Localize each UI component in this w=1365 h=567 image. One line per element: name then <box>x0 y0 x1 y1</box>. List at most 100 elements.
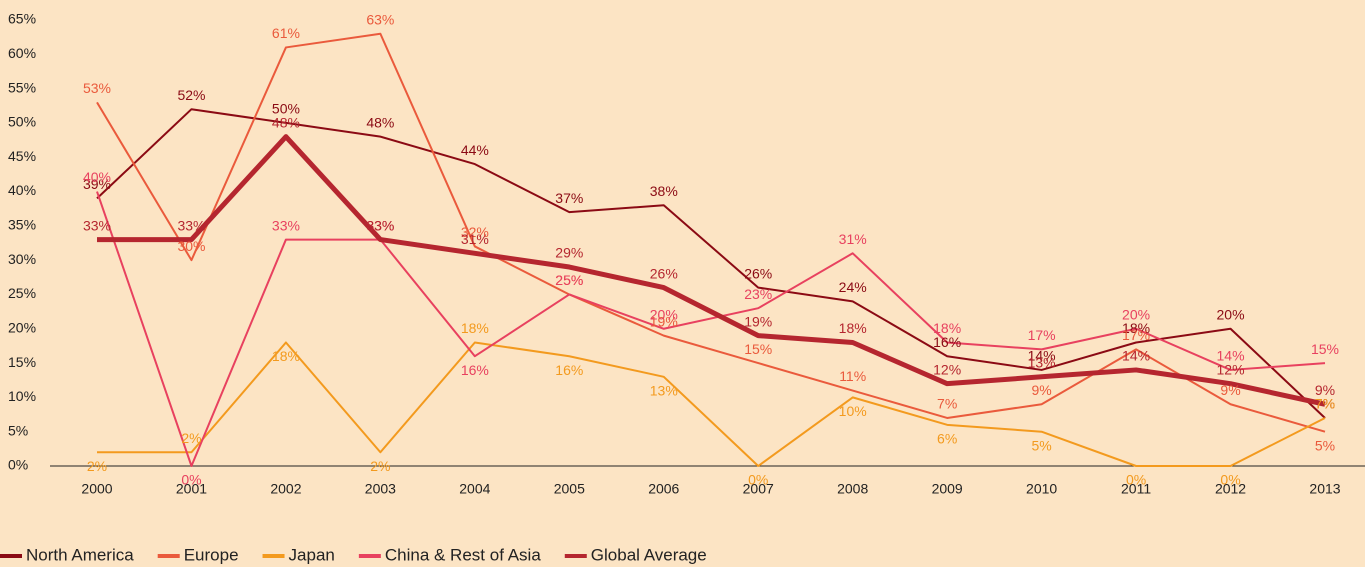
data-label: 16% <box>555 362 583 378</box>
data-label: 20% <box>1217 306 1245 322</box>
x-tick-label: 2010 <box>1026 481 1057 497</box>
x-tick-label: 2000 <box>81 481 112 497</box>
data-label: 33% <box>366 217 394 233</box>
data-label: 7% <box>1315 396 1335 412</box>
data-label: 24% <box>839 279 867 295</box>
legend-swatch <box>262 554 285 558</box>
data-label: 63% <box>366 11 394 27</box>
data-label: 40% <box>83 169 111 185</box>
x-tick-label: 2008 <box>837 481 868 497</box>
series-line <box>96 191 1326 467</box>
data-label: 31% <box>461 231 489 247</box>
data-label: 18% <box>272 348 300 364</box>
data-label: 5% <box>1315 437 1335 453</box>
data-label: 25% <box>555 272 583 288</box>
x-tick-label: 2004 <box>459 481 490 497</box>
data-label: 14% <box>1028 348 1056 364</box>
data-label: 25% <box>555 272 583 288</box>
data-label: 20% <box>1122 306 1150 322</box>
x-tick-label: 2012 <box>1215 481 1246 497</box>
data-label: 0% <box>748 472 768 488</box>
data-label: 19% <box>744 313 772 329</box>
data-label: 15% <box>1311 341 1339 357</box>
y-tick-label: 5% <box>8 422 28 438</box>
series-line <box>97 134 1326 407</box>
data-label: 19% <box>650 313 678 329</box>
legend-label: Global Average <box>591 545 707 564</box>
data-label: 0% <box>1126 472 1146 488</box>
data-label: 14% <box>1217 348 1245 364</box>
legend-label: Europe <box>184 545 239 564</box>
data-label: 0% <box>181 472 201 488</box>
y-tick-label: 10% <box>8 388 36 404</box>
y-tick-label: 55% <box>8 79 36 95</box>
data-label: 17% <box>1028 327 1056 343</box>
legend-swatch <box>157 554 180 558</box>
series-line <box>96 108 1326 419</box>
y-tick-label: 20% <box>8 319 36 335</box>
data-label: 52% <box>177 87 205 103</box>
data-label: 7% <box>937 396 957 412</box>
legend-swatch <box>358 554 381 558</box>
y-tick-label: 60% <box>8 45 36 61</box>
legend-label: China & Rest of Asia <box>385 545 541 564</box>
data-label: 2% <box>87 458 107 474</box>
data-label: 61% <box>272 25 300 41</box>
x-tick-label: 2006 <box>648 481 679 497</box>
data-label: 16% <box>933 334 961 350</box>
data-label: 18% <box>839 320 867 336</box>
legend-swatch <box>564 554 587 558</box>
series-line <box>96 32 1326 433</box>
y-tick-label: 50% <box>8 114 36 130</box>
data-label: 26% <box>650 265 678 281</box>
data-label: 0% <box>1220 472 1240 488</box>
y-tick-label: 30% <box>8 251 36 267</box>
data-label: 33% <box>272 217 300 233</box>
data-label: 18% <box>1122 320 1150 336</box>
data-label: 48% <box>272 114 300 130</box>
data-label: 37% <box>555 190 583 206</box>
data-label: 48% <box>366 114 394 130</box>
x-tick-label: 2009 <box>932 481 963 497</box>
x-tick-label: 2007 <box>743 481 774 497</box>
data-label: 29% <box>555 245 583 261</box>
data-label: 14% <box>1122 348 1150 364</box>
series-line <box>97 341 1326 467</box>
x-tick-label: 2011 <box>1121 481 1151 497</box>
data-label: 33% <box>83 217 111 233</box>
data-label: 18% <box>933 320 961 336</box>
data-label: 33% <box>366 217 394 233</box>
x-tick-label: 2003 <box>365 481 396 497</box>
data-label: 31% <box>839 231 867 247</box>
data-label: 11% <box>839 368 866 384</box>
data-label: 12% <box>1217 361 1245 377</box>
data-label: 5% <box>1031 437 1051 453</box>
y-tick-label: 45% <box>8 148 36 164</box>
data-label: 33% <box>177 217 205 233</box>
data-label: 13% <box>1028 355 1056 371</box>
data-label: 32% <box>461 224 489 240</box>
data-label: 26% <box>744 265 772 281</box>
data-label: 16% <box>461 362 489 378</box>
legend-label: North America <box>26 545 134 564</box>
x-tick-label: 2013 <box>1309 481 1340 497</box>
data-label: 9% <box>1031 382 1051 398</box>
data-label: 18% <box>461 320 489 336</box>
data-label: 9% <box>1315 382 1335 398</box>
data-label: 13% <box>650 383 678 399</box>
data-label: 30% <box>177 238 205 254</box>
data-label: 2% <box>370 458 390 474</box>
x-tick-label: 2005 <box>554 481 585 497</box>
data-label: 10% <box>839 403 867 419</box>
y-tick-label: 40% <box>8 182 36 198</box>
data-label: 7% <box>1315 396 1335 412</box>
data-label: 39% <box>83 176 111 192</box>
data-label: 6% <box>937 431 957 447</box>
data-label: 44% <box>461 142 489 158</box>
y-tick-label: 15% <box>8 354 36 370</box>
data-label: 38% <box>650 183 678 199</box>
y-tick-label: 35% <box>8 217 36 233</box>
data-label: 9% <box>1220 382 1240 398</box>
y-tick-label: 0% <box>8 457 28 473</box>
